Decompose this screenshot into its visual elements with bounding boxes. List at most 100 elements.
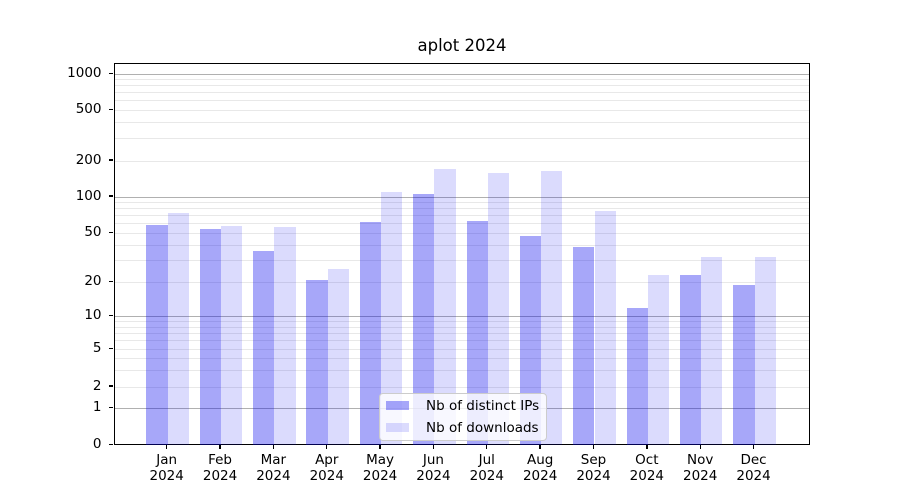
bar-nb-of-downloads-jan (167, 213, 189, 445)
x-tick-label-month: Dec (740, 451, 767, 468)
x-tick-label-year: 2024 (522, 468, 558, 485)
bar-nb-of-downloads-may (381, 192, 403, 445)
bar-nb-of-distinct-ips-sep (573, 246, 595, 445)
gridline-y-2 (114, 386, 809, 388)
x-tick-may (379, 444, 381, 450)
x-tick-aug (539, 444, 541, 450)
gridline-y-700 (114, 92, 809, 94)
x-tick-label-year: 2024 (149, 468, 184, 485)
bar-nb-of-downloads-mar (274, 227, 296, 445)
x-tick-label-feb: Feb 2024 (188, 452, 252, 485)
x-tick-jun (432, 444, 435, 450)
gridline-y-6 (114, 340, 809, 342)
x-tick-label-year: 2024 (736, 468, 771, 485)
bar-nb-of-downloads-jun (434, 169, 456, 445)
x-tick-label-oct: Oct 2024 (615, 452, 679, 485)
bar-nb-of-distinct-ips-feb (199, 229, 222, 445)
legend-row-downloads: Nb of downloads (380, 419, 546, 437)
x-tick-label-month: Aug (526, 451, 554, 468)
x-tick-label-sep: Sep 2024 (562, 452, 626, 485)
gridline-y-60 (114, 223, 809, 225)
gridline-y-40 (114, 244, 809, 246)
bar-nb-of-distinct-ips-jan (146, 224, 168, 445)
gridline-y-500 (114, 109, 809, 111)
y-tick-500 (108, 108, 113, 110)
legend-label-downloads: Nb of downloads (426, 419, 539, 436)
x-tick-sep (592, 444, 595, 450)
x-tick-oct (646, 444, 648, 450)
x-tick-label-month: Jan (156, 451, 178, 468)
x-tick-feb (219, 444, 221, 450)
x-tick-label-jun: Jun 2024 (401, 452, 465, 485)
gridline-y-70 (114, 215, 809, 217)
bar-nb-of-distinct-ips-aug (519, 235, 542, 445)
y-tick-label-500: 500 (75, 100, 102, 117)
x-tick-label-year: 2024 (469, 468, 504, 485)
x-tick-label-apr: Apr 2024 (295, 452, 359, 485)
y-tick-100 (108, 195, 113, 197)
x-tick-label-nov: Nov 2024 (668, 452, 732, 485)
gridline-y-200 (114, 160, 809, 162)
legend-row-distinct-ips: Nb of distinct IPs (380, 397, 546, 415)
y-tick-label-50: 50 (84, 223, 102, 240)
y-tick-label-100: 100 (75, 187, 102, 204)
y-tick-1000 (108, 72, 113, 74)
legend-label-distinct-ips: Nb of distinct IPs (426, 397, 540, 414)
y-tick-label-200: 200 (75, 151, 102, 168)
gridline-y-20 (114, 282, 809, 284)
bar-nb-of-downloads-sep (594, 211, 616, 445)
x-tick-label-month: Sep (580, 451, 607, 468)
x-tick-label-month: Apr (315, 451, 339, 468)
x-tick-label-year: 2024 (309, 468, 344, 485)
bar-nb-of-distinct-ips-jun (413, 194, 435, 445)
x-tick-label-may: May 2024 (348, 452, 412, 485)
bar-nb-of-distinct-ips-nov (679, 275, 702, 445)
y-tick-20 (108, 281, 113, 283)
y-tick-label-2: 2 (92, 377, 102, 394)
x-tick-label-month: Feb (208, 451, 232, 468)
bar-nb-of-downloads-nov (701, 257, 723, 445)
x-tick-nov (699, 444, 701, 450)
gridline-y-9 (114, 321, 809, 323)
gridline-y-10 (114, 316, 809, 318)
x-tick-label-year: 2024 (202, 468, 238, 485)
legend-swatch-distinct-ips (386, 401, 409, 410)
gridline-y-90 (114, 202, 809, 204)
gridline-y-900 (114, 79, 809, 81)
x-tick-label-jul: Jul 2024 (455, 452, 519, 485)
bar-nb-of-downloads-aug (541, 170, 563, 445)
x-tick-label-dec: Dec 2024 (722, 452, 786, 485)
gridline-y-4 (114, 357, 809, 359)
x-tick-apr (326, 444, 328, 450)
legend-swatch-downloads (386, 423, 409, 432)
x-tick-label-mar: Mar 2024 (241, 452, 305, 485)
bar-nb-of-downloads-feb (221, 225, 243, 445)
x-tick-dec (752, 444, 755, 450)
bar-nb-of-distinct-ips-may (359, 222, 382, 445)
x-tick-label-month: Jul (478, 451, 495, 468)
bar-nb-of-distinct-ips-dec (733, 285, 755, 445)
gridline-y-300 (114, 138, 809, 140)
gridline-y-5 (114, 348, 809, 350)
gridline-y-800 (114, 85, 809, 87)
x-tick-label-year: 2024 (362, 468, 398, 485)
x-tick-label-year: 2024 (416, 468, 451, 485)
legend: Nb of distinct IPs Nb of downloads (379, 392, 547, 441)
gridline-y-3 (114, 369, 809, 371)
gridline-y-50 (114, 232, 809, 234)
x-tick-label-year: 2024 (256, 468, 291, 485)
y-tick-label-5: 5 (92, 339, 102, 356)
bar-nb-of-downloads-jul (487, 172, 510, 445)
x-tick-jul (486, 444, 488, 450)
gridline-y-8 (114, 326, 809, 328)
gridline-y-400 (114, 122, 809, 124)
y-tick-200 (108, 159, 113, 161)
gridline-y-100 (114, 196, 809, 198)
x-tick-label-year: 2024 (576, 468, 611, 485)
x-tick-label-aug: Aug 2024 (508, 452, 572, 485)
x-tick-label-month: Jun (422, 451, 444, 468)
y-tick-5 (108, 347, 113, 349)
x-tick-label-month: Nov (687, 451, 714, 468)
gridline-y-7 (114, 332, 809, 334)
